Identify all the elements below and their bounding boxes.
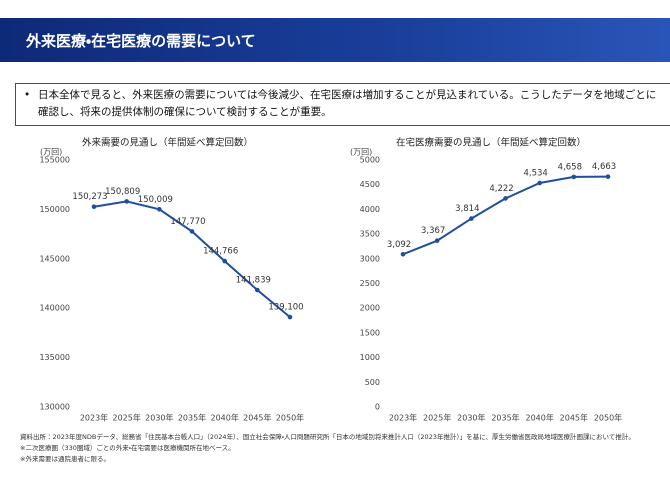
y-tick-label: 150000	[39, 205, 70, 214]
y-axis-unit: (万回)	[350, 148, 372, 157]
bullet-text: 日本全体で見ると、外来医療の需要については今後減少、在宅医療は増加することが見込…	[38, 89, 657, 118]
y-tick-label: 2500	[360, 279, 380, 288]
data-point	[157, 207, 162, 212]
y-tick-label: 5000	[360, 156, 380, 165]
data-point	[222, 258, 227, 264]
value-label: 150,809	[105, 187, 140, 197]
data-point	[91, 204, 97, 210]
y-tick-label: 3000	[360, 254, 380, 263]
x-tick-label: 2050年	[276, 413, 304, 423]
data-point	[400, 251, 406, 257]
chart-title: 在宅医療需要の見通し（年間延べ算定回数）	[396, 137, 586, 149]
data-point	[255, 287, 260, 293]
y-tick-label: 1500	[360, 328, 380, 337]
x-tick-label: 2023年	[389, 413, 417, 423]
y-tick-label: 0	[375, 403, 380, 412]
value-label: 150,273	[72, 192, 107, 202]
y-tick-label: 3500	[360, 230, 380, 239]
data-point	[189, 229, 195, 234]
data-point	[571, 174, 577, 180]
data-point	[605, 174, 611, 179]
x-tick-label: 2030年	[145, 413, 173, 423]
value-label: 3,367	[421, 226, 445, 236]
data-point	[434, 238, 440, 243]
x-tick-label: 2035年	[491, 413, 519, 423]
value-label: 4,222	[489, 184, 513, 194]
y-tick-label: 4500	[360, 180, 380, 189]
slide-title: 外来医療・在宅医療の需要について	[26, 32, 256, 50]
y-tick-label: 2000	[360, 304, 380, 313]
y-tick-label: 1000	[360, 353, 380, 362]
y-tick-label: 500	[365, 378, 380, 387]
x-tick-label: 2023年	[80, 413, 108, 423]
y-tick-label: 130000	[39, 403, 70, 412]
value-label: 139,100	[268, 303, 303, 313]
y-tick-label: 155000	[39, 156, 70, 165]
data-point	[503, 196, 508, 201]
footnote: 資料出所：2023年度NDBデータ、総務省「住民基本台帳人口」（2024年）、国…	[20, 433, 635, 441]
value-label: 4,658	[558, 162, 582, 172]
bullet-marker: •	[24, 89, 31, 101]
value-label: 150,009	[138, 195, 173, 205]
header-bar: 外来医療・在宅医療の需要について	[0, 18, 670, 62]
data-point	[124, 199, 129, 204]
value-label: 4,663	[592, 162, 616, 172]
data-point	[469, 216, 474, 221]
bullet-box: • 日本全体で見ると、外来医療の需要については今後減少、在宅医療は増加することが…	[15, 83, 670, 126]
y-tick-label: 140000	[39, 304, 70, 313]
data-point	[537, 180, 542, 186]
data-point	[287, 314, 293, 320]
x-tick-label: 2045年	[243, 413, 271, 423]
footnote: ※二次医療圏（330圏域）ごとの外来・在宅需要は医療機関所在地ベース。	[20, 444, 235, 452]
x-tick-label: 2050年	[594, 413, 622, 423]
x-tick-label: 2040年	[525, 413, 553, 423]
value-label: 147,770	[170, 217, 205, 227]
y-axis-unit: (万回)	[40, 148, 62, 157]
value-label: 141,839	[236, 276, 271, 286]
x-tick-label: 2045年	[560, 413, 588, 423]
value-label: 4,534	[523, 169, 547, 179]
x-tick-label: 2040年	[210, 413, 238, 423]
y-tick-label: 135000	[39, 353, 70, 362]
x-tick-label: 2030年	[457, 413, 485, 423]
x-tick-label: 2025年	[423, 413, 451, 423]
value-label: 144,766	[203, 247, 238, 257]
x-tick-label: 2035年	[178, 413, 206, 423]
footnotes: 資料出所：2023年度NDBデータ、総務省「住民基本台帳人口」（2024年）、国…	[20, 432, 660, 465]
y-tick-label: 4000	[360, 205, 380, 214]
x-tick-label: 2025年	[112, 413, 140, 423]
chart-title: 外来需要の見通し（年間延べ算定回数）	[82, 137, 253, 149]
y-tick-label: 145000	[39, 254, 70, 263]
value-label: 3,092	[387, 240, 411, 250]
footnote: ※外来需要は通院患者に限る。	[20, 455, 110, 463]
value-label: 3,814	[455, 204, 479, 214]
